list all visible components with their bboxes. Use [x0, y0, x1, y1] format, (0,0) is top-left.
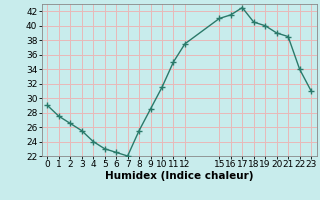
X-axis label: Humidex (Indice chaleur): Humidex (Indice chaleur): [105, 171, 253, 181]
